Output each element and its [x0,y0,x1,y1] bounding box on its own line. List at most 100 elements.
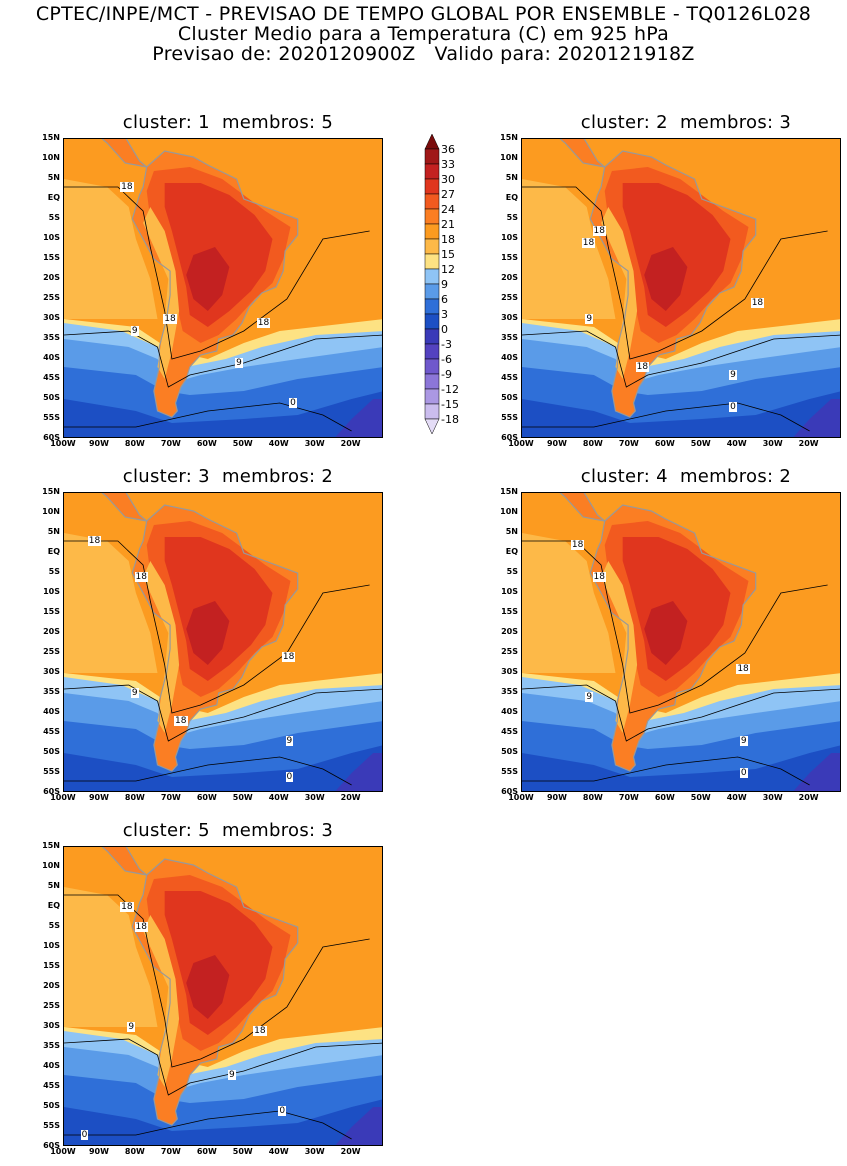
lat-tick-label: 15S [43,253,60,262]
colorbar-label: 0 [441,323,448,336]
lat-tick-label: 50S [43,747,60,756]
map-svg [64,493,382,791]
colorbar-swatch [424,238,440,255]
lat-tick-label: 55S [43,767,60,776]
panel-title: cluster: 2 membros: 3 [580,112,792,133]
contour-label: 0 [80,1130,89,1140]
colorbar-label: -9 [441,368,452,381]
colorbar-swatch [424,268,440,285]
lat-tick-label: 35S [43,687,60,696]
lat-tick-label: 40S [501,353,518,362]
lon-tick-label: 80W [124,793,145,802]
lon-tick-label: 20W [340,793,361,802]
contour-label: 18 [570,540,585,550]
colorbar-label: 36 [441,143,455,156]
lon-tick-label: 100W [508,439,534,448]
lat-tick-label: 5S [48,921,60,930]
contour-label: 9 [130,326,139,336]
lat-tick-label: 15S [501,253,518,262]
lat-tick-label: 35S [43,333,60,342]
map-frame: 18 18 18 9 18 9 0 [521,138,841,438]
central-america-fill [102,847,147,875]
lon-tick-label: 20W [340,1147,361,1156]
contour-9 [522,330,840,388]
lon-tick-label: 90W [88,439,109,448]
lat-tick-label: 15N [500,487,518,496]
coastline [101,493,148,522]
temperature-band [793,399,840,437]
andes-strip [143,561,180,733]
lat-tick-label: 5S [506,213,518,222]
lat-tick-label: 35S [501,333,518,342]
lat-tick-label: 10N [500,153,518,162]
contour-label: 18 [281,652,296,662]
colorbar-swatch [424,208,440,225]
lon-tick-label: 70W [618,439,639,448]
lon-tick-label: 30W [304,1147,325,1156]
colorbar-label: 18 [441,233,455,246]
lat-tick-label: EQ [505,193,518,202]
colorbar-swatch [424,313,440,330]
warm-zone [644,247,688,311]
lon-tick-label: 90W [88,1147,109,1156]
lat-tick-label: 45S [43,1081,60,1090]
lat-tick-label: 10N [42,507,60,516]
contour-label: 18 [174,716,188,726]
lon-tick-label: 80W [124,439,145,448]
contour-label: 18 [120,182,134,192]
contour-label: 9 [127,1022,136,1032]
central-america-fill [560,139,605,167]
lon-tick-label: 30W [762,793,783,802]
header-line-1: CPTEC/INPE/MCT - PREVISAO DE TEMPO GLOBA… [35,3,812,25]
coastline [131,858,299,1126]
lon-tick-label: 60W [654,793,675,802]
contour-label: 0 [739,768,748,778]
contour-label: 9 [227,1070,236,1080]
lon-tick-label: 60W [196,1147,217,1156]
colorbar-swatch [424,148,440,165]
lon-tick-label: 40W [726,793,747,802]
contour-label: 18 [581,238,596,248]
lat-tick-label: 25S [43,1001,60,1010]
map-panel-cluster-5: cluster: 5 membros: 3 18 18 18 9 9 0 0 15N 10N 5… [42,820,393,1166]
colorbar-label: -3 [441,338,452,351]
lon-tick-label: 100W [508,793,534,802]
lat-tick-label: 60S [501,433,518,442]
colorbar-label: -15 [441,398,459,411]
contour-label: 18 [750,298,765,308]
colorbar-swatch [424,133,440,150]
lat-tick-label: 30S [501,313,518,322]
contour-label: 18 [592,226,606,236]
panel-title: cluster: 1 membros: 5 [122,112,334,133]
pacific-band [64,179,158,319]
header-line-3: Previsao de: 2020120900Z Valido para: 20… [152,43,695,65]
map-frame: 18 18 18 9 9 0 [63,138,383,438]
coastline [101,847,148,876]
colorbar-label: 27 [441,188,455,201]
lat-tick-label: 10S [43,233,60,242]
lat-tick-label: 5N [505,527,518,536]
lat-tick-label: 35S [501,687,518,696]
lon-tick-label: 90W [88,793,109,802]
lat-tick-label: 25S [43,647,60,656]
lon-tick-label: 90W [546,793,567,802]
lat-tick-label: 40S [43,353,60,362]
lat-tick-label: 60S [43,1141,60,1150]
map-panel-cluster-4: cluster: 4 membros: 2 18 18 18 9 9 0 15N 10N 5N… [500,466,847,812]
colorbar-legend: 36 33 30 27 24 21 18 15 12 9 6 3 0 -3 -6 -9 -12 -15 -18 [424,133,484,444]
coastline [559,139,606,168]
map-panel-cluster-1: cluster: 1 membros: 5 18 18 18 9 9 0 15N 10N 5N… [42,112,393,458]
colorbar-label: -18 [441,413,459,426]
contour-label: 9 [130,688,139,698]
lon-tick-label: 100W [50,439,76,448]
contour-label: 0 [285,772,294,782]
contour-0 [64,402,352,432]
lat-tick-label: 20S [43,627,60,636]
colorbar-swatch [424,358,440,375]
lat-tick-label: 40S [43,1061,60,1070]
lon-tick-label: 50W [232,793,253,802]
coastline [131,150,299,418]
colorbar-label: 30 [441,173,455,186]
contour-label: 9 [585,692,594,702]
central-america-fill [102,493,147,521]
